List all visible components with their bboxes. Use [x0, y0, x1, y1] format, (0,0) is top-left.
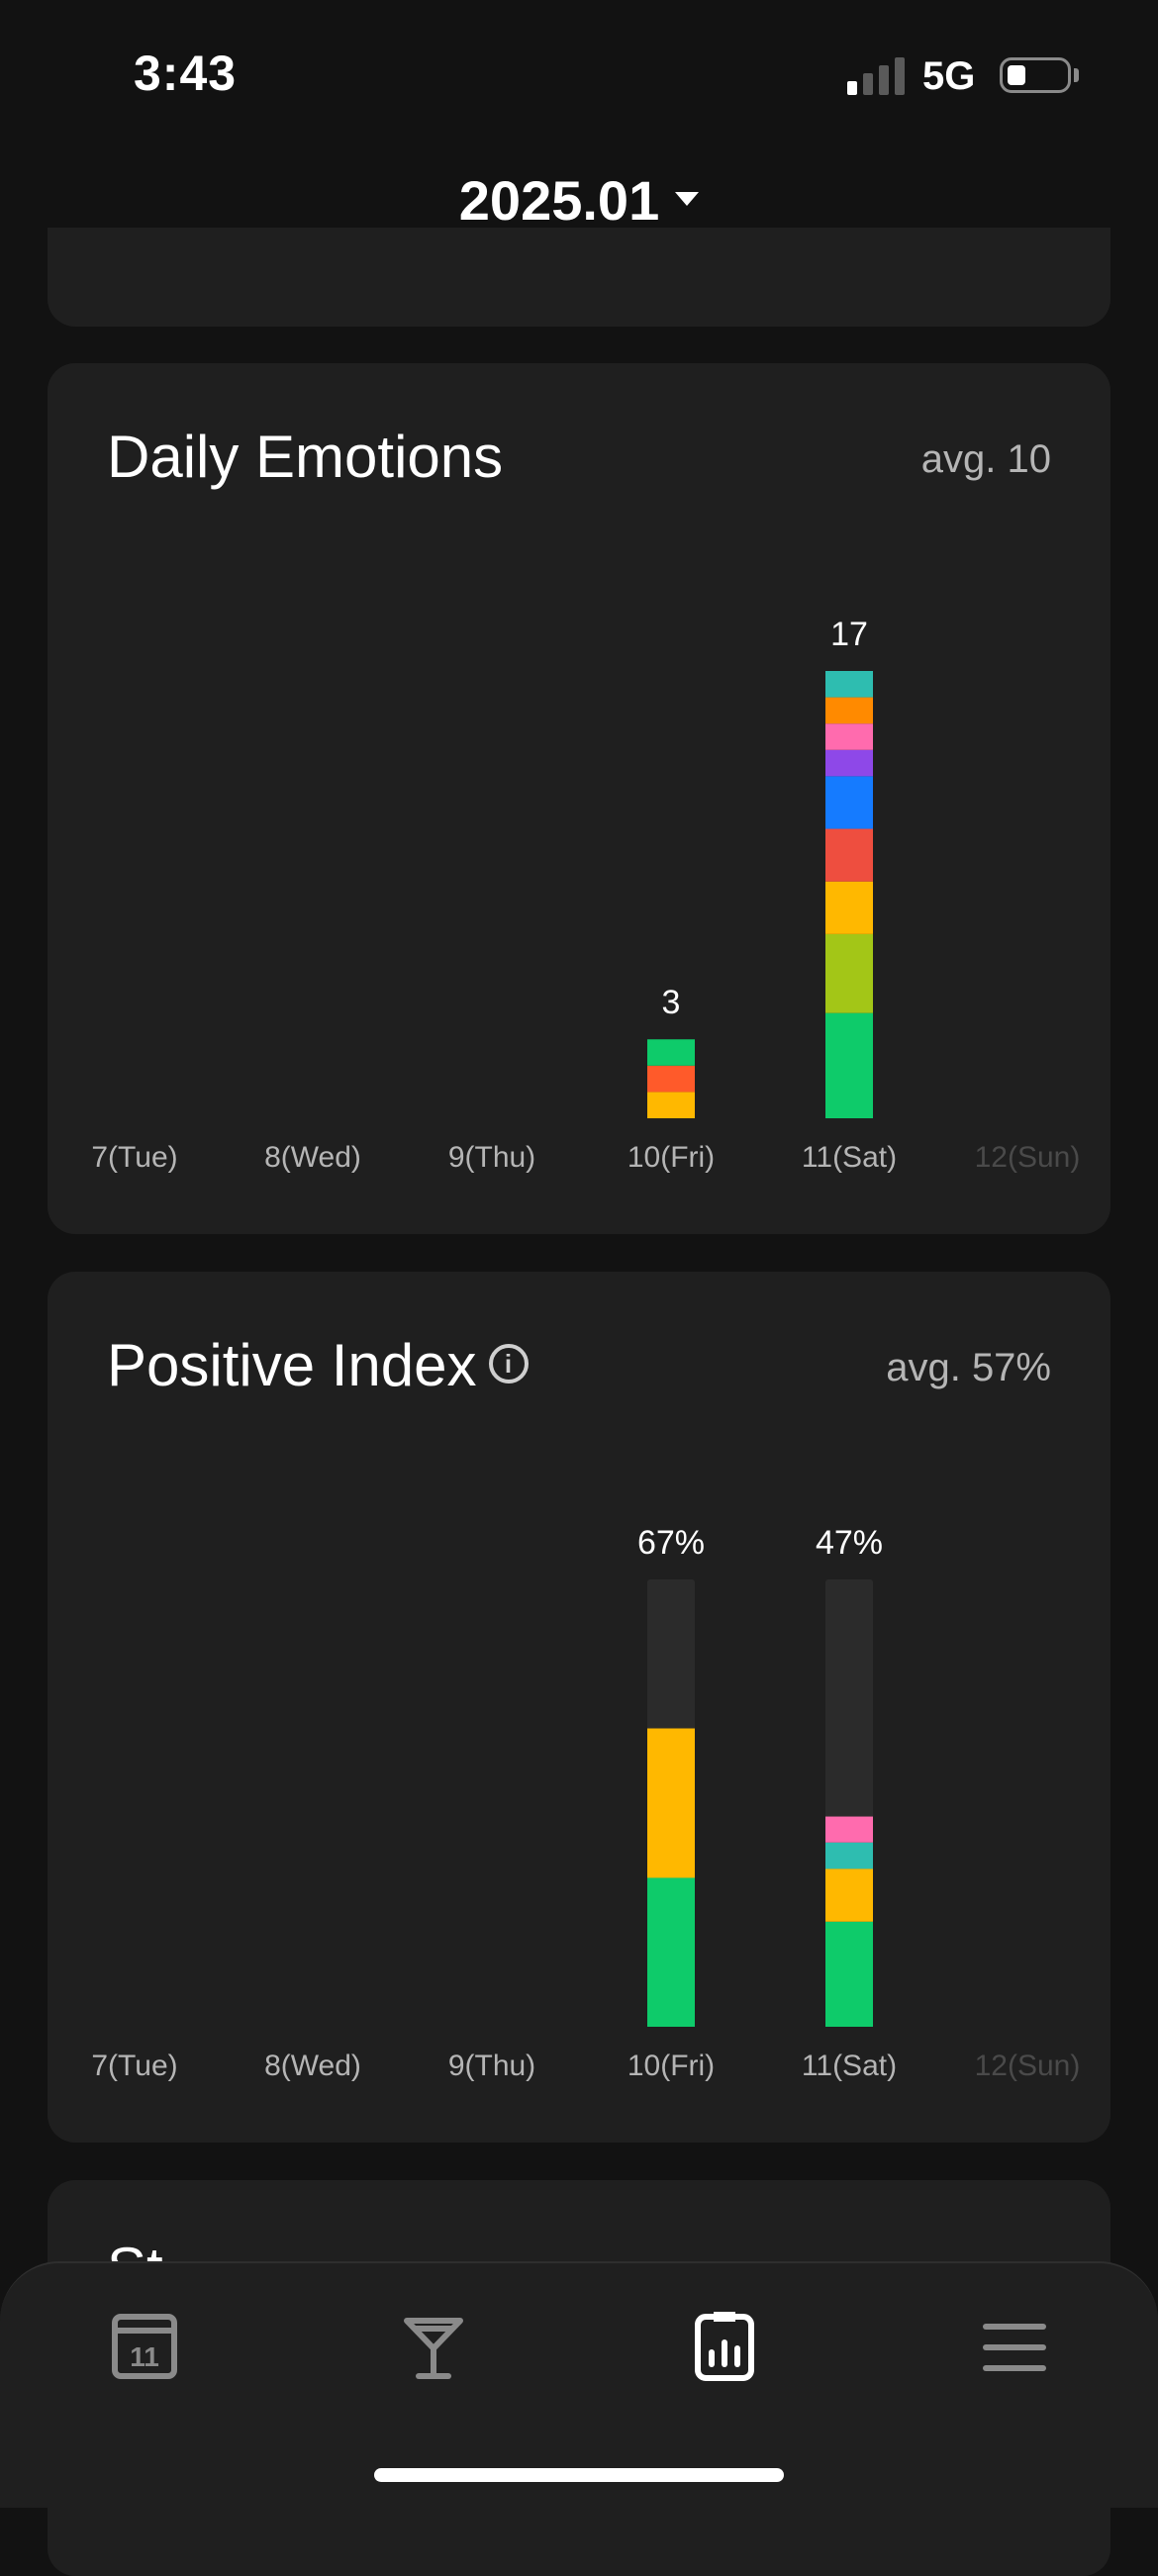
daily-emotions-bar-segment [825, 749, 873, 777]
positive-index-avg: avg. 57% [886, 1346, 1051, 1389]
daily-emotions-bar-segment [825, 776, 873, 829]
tab-calendar[interactable]: 11 [99, 2303, 188, 2392]
daily-emotions-tick-label: 7(Tue) [91, 1141, 177, 1174]
daily-emotions-tick-label: 8(Wed) [264, 1141, 361, 1174]
daily-emotions-bar-segment [647, 1039, 695, 1066]
daily-emotions-total-label: 17 [830, 616, 868, 653]
daily-emotions-tick-label: 10(Fri) [627, 1141, 715, 1174]
daily-emotions-bar-segment [647, 1065, 695, 1093]
daily-emotions-avg: avg. 10 [920, 437, 1051, 481]
positive-index-tick-label: 12(Sun) [975, 2050, 1081, 2082]
daily-emotions-bar-segment [825, 723, 873, 750]
positive-index-percent-label: 67% [637, 1524, 705, 1562]
caret-down-icon [675, 192, 700, 207]
positive-index-percent-label: 47% [816, 1524, 883, 1562]
signal-icon [847, 57, 907, 95]
cocktail-icon [404, 2318, 463, 2379]
positive-index-header: Positive Index i [107, 1331, 529, 1399]
tab-stats[interactable] [680, 2303, 769, 2392]
daily-emotions-tick-label: 11(Sat) [802, 1141, 897, 1174]
daily-emotions-total-label: 3 [662, 984, 681, 1021]
positive-index-bar-segment [825, 1842, 873, 1869]
daily-emotions-bar-segment [647, 1092, 695, 1118]
daily-emotions-bar-segment [825, 933, 873, 1013]
positive-index-bar-segment [825, 1921, 873, 2027]
menu-icon [983, 2324, 1046, 2371]
positive-index-bar-segment [647, 1728, 695, 1878]
positive-index-tick-label: 8(Wed) [264, 2050, 361, 2082]
battery-icon [1000, 57, 1071, 93]
daily-emotions-bar-segment [825, 881, 873, 934]
positive-index-tick-label: 7(Tue) [91, 2050, 177, 2082]
month-label: 2025.01 [458, 169, 660, 232]
tab-bar: 11 [0, 2261, 1158, 2508]
daily-emotions-bar-segment [825, 1012, 873, 1118]
daily-emotions-card: Daily Emotions avg. 10 3 17 7(Tue) 8(Wed) 9(… [48, 363, 1110, 1234]
positive-index-bar-segment [647, 1877, 695, 2027]
positive-index-chart: 67% 47% 7(Tue) 8(Wed) 9(Thu) 10(Fri) 11(Sat) 12… [48, 1272, 1110, 2143]
stats-icon [695, 2312, 754, 2381]
battery-tip [1074, 68, 1079, 82]
previous-card [48, 228, 1110, 327]
positive-index-tick-label: 9(Thu) [448, 2050, 535, 2082]
tab-menu[interactable] [970, 2303, 1059, 2392]
month-selector[interactable]: 2025.01 [0, 168, 1158, 233]
status-time: 3:43 [134, 46, 238, 101]
status-bar: 3:43 5G [0, 0, 1158, 148]
positive-index-tick-label: 11(Sat) [802, 2050, 897, 2082]
tab-cocktail[interactable] [389, 2303, 478, 2392]
positive-index-bar-segment [825, 1868, 873, 1922]
daily-emotions-bar-segment [825, 828, 873, 882]
network-label: 5G [922, 54, 976, 98]
positive-index-title: Positive Index [107, 1332, 477, 1398]
info-icon[interactable]: i [488, 1344, 529, 1384]
positive-index-bar-segment [825, 1816, 873, 1843]
daily-emotions-chart: 3 17 7(Tue) 8(Wed) 9(Thu) 10(Fri) 11(Sat) 12(Su… [48, 363, 1110, 1234]
home-indicator[interactable] [374, 2468, 784, 2482]
positive-index-card: Positive Index i avg. 57% 67% 47% 7(Tue) 8(W… [48, 1272, 1110, 2143]
positive-index-chart-svg: 67% 47% 7(Tue) 8(Wed) 9(Thu) 10(Fri) 11(Sat) 12… [91, 1524, 1081, 2082]
daily-emotions-tick-label: 9(Thu) [448, 1141, 535, 1174]
daily-emotions-chart-svg: 3 17 7(Tue) 8(Wed) 9(Thu) 10(Fri) 11(Sat) 12(Su… [91, 616, 1081, 1174]
daily-emotions-tick-label: 12(Sun) [975, 1141, 1081, 1174]
daily-emotions-bar-segment [825, 671, 873, 698]
calendar-day-label: 11 [130, 2341, 159, 2372]
calendar-icon: 11 [112, 2314, 177, 2379]
daily-emotions-title: Daily Emotions [107, 424, 504, 490]
daily-emotions-bar-segment [825, 697, 873, 724]
positive-index-tick-label: 10(Fri) [627, 2050, 715, 2082]
